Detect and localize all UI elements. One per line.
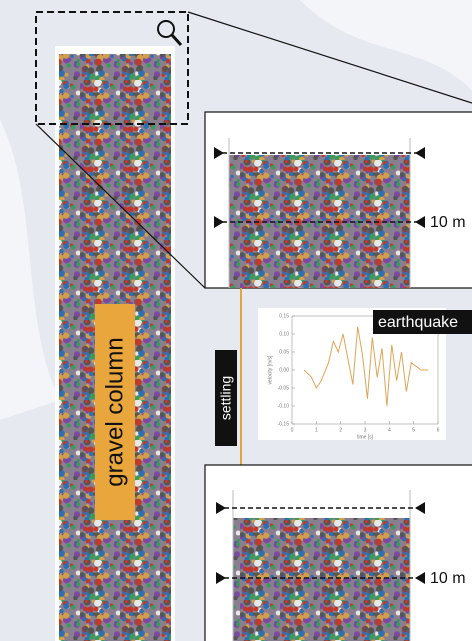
y-axis-label: velocity [m/s]: [267, 355, 273, 385]
settling-label: settling: [218, 376, 234, 420]
y-tick-label: -0.10: [278, 403, 290, 409]
x-tick-label: 6: [437, 427, 440, 433]
column-label-group: gravel column: [95, 304, 135, 520]
x-tick-label: 5: [412, 427, 415, 433]
x-axis-label: time [s]: [357, 434, 374, 440]
y-tick-label: 0.00: [279, 367, 289, 373]
y-tick-label: 0.10: [279, 331, 289, 337]
y-tick-label: -0.15: [278, 421, 290, 427]
depth-label: 10 m: [430, 570, 466, 587]
y-tick-label: 0.05: [279, 349, 289, 355]
depth-label: 10 m: [430, 214, 466, 231]
x-tick-label: 4: [388, 427, 391, 433]
y-tick-label: -0.05: [278, 385, 290, 391]
x-tick-label: 2: [339, 427, 342, 433]
x-tick-label: 3: [364, 427, 367, 433]
y-tick-label: 0.15: [279, 313, 289, 319]
page: gravel column 10 m settling 0.15 0.10 0.05…: [0, 0, 472, 641]
x-tick-label: 0: [291, 427, 294, 433]
earthquake-label: earthquake: [378, 314, 458, 331]
x-tick-label: 1: [315, 427, 318, 433]
settling-group: settling: [215, 350, 237, 446]
column-label: gravel column: [101, 337, 128, 486]
figure: gravel column 10 m settling 0.15 0.10 0.05…: [0, 0, 472, 641]
gravel-sample: [233, 518, 410, 641]
